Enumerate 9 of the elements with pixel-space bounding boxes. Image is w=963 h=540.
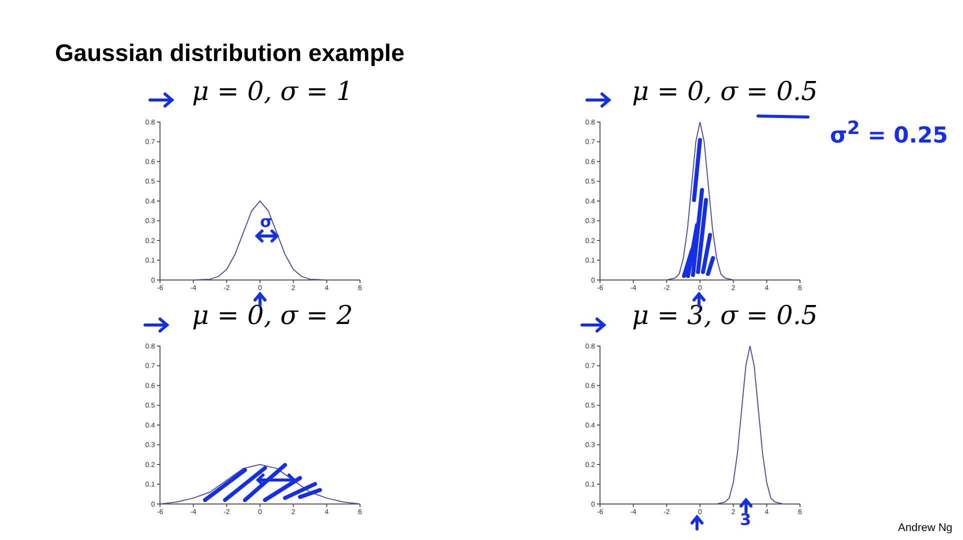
text: σ$^{2}$ = 0.25 [830, 118, 948, 148]
text: 3 [740, 510, 752, 529]
chart-title: μ = 0, σ = 0.5 [632, 77, 818, 107]
chart-title: μ = 0, σ = 2 [192, 301, 353, 331]
chart-title: μ = 3, σ = 0.5 [632, 301, 818, 331]
text: Gaussian distribution example [55, 40, 404, 68]
annotation: σ [260, 212, 272, 231]
text: Andrew Ng [898, 522, 952, 534]
chart-title: μ = 0, σ = 1 [192, 77, 353, 107]
